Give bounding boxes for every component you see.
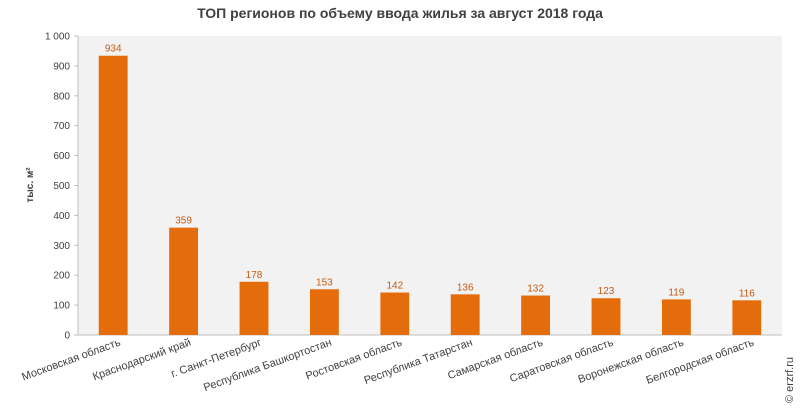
- data-label: 178: [246, 270, 263, 281]
- bar: [380, 292, 410, 335]
- data-label: 142: [386, 281, 403, 292]
- watermark: © erzrf.ru: [784, 357, 796, 403]
- data-label: 153: [316, 277, 333, 288]
- y-tick-label: 900: [53, 61, 70, 72]
- y-axis-ticks: 0 100 200 300 400 500 600 700 800 900 1 000: [45, 32, 78, 342]
- category-label: Республика Башкортостан: [202, 337, 333, 395]
- y-tick-label: 100: [53, 301, 70, 312]
- data-label: 359: [175, 216, 192, 227]
- y-tick-label: 1 000: [45, 32, 70, 43]
- y-tick-label: 500: [53, 181, 70, 192]
- y-tick-label: 400: [53, 211, 70, 222]
- data-label: 119: [668, 287, 684, 298]
- y-tick-label: 600: [53, 151, 70, 162]
- bar: [450, 294, 480, 335]
- data-labels: 934 359 178 153 142 136 132 123 119 116: [105, 44, 755, 300]
- data-label: 123: [598, 286, 615, 297]
- bar: [309, 289, 339, 335]
- bar: [239, 281, 269, 335]
- data-label: 934: [105, 44, 122, 55]
- y-tick-label: 800: [53, 91, 70, 102]
- bar: [169, 227, 199, 335]
- bar: [732, 300, 762, 335]
- y-tick-label: 700: [53, 121, 70, 132]
- y-tick-label: 0: [64, 331, 70, 342]
- y-tick-label: 200: [53, 271, 70, 282]
- chart-title: ТОП регионов по объему ввода жилья за ав…: [197, 5, 603, 21]
- bar: [98, 55, 128, 335]
- bars: [98, 55, 762, 335]
- data-label: 136: [457, 282, 474, 293]
- y-axis-label: тыс. м²: [25, 167, 36, 203]
- y-tick-label: 300: [53, 241, 70, 252]
- bar: [521, 295, 551, 335]
- data-label: 132: [527, 284, 544, 295]
- data-label: 116: [739, 288, 755, 299]
- bar: [591, 298, 621, 335]
- bar: [661, 299, 691, 335]
